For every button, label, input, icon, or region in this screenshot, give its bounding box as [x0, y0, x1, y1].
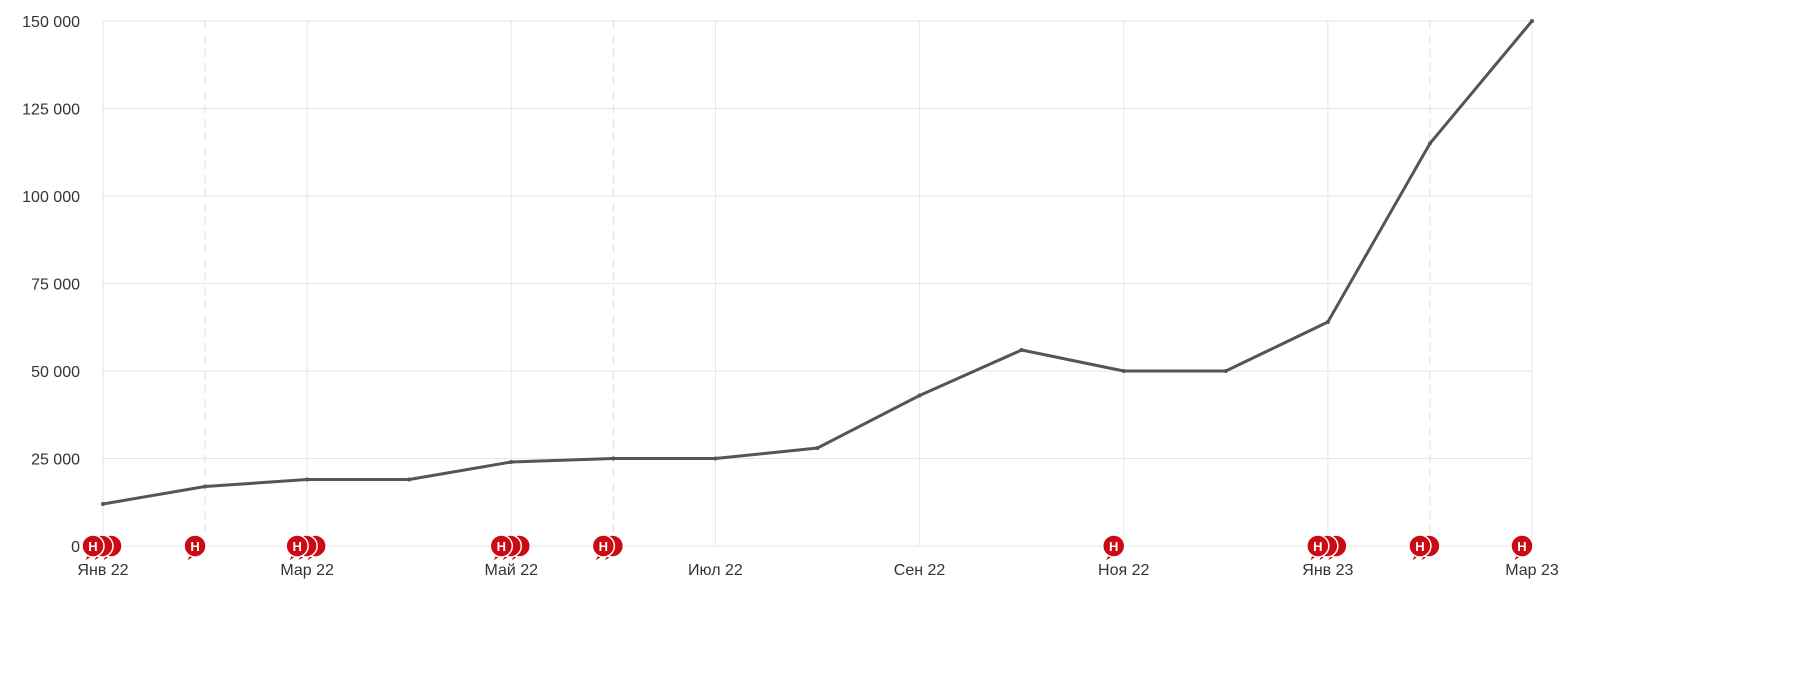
x-axis: Янв 22 Мар 22 Май 22 Июл 22 Сен 22 Ноя 22 Янв … — [77, 562, 1558, 579]
x-tick-label: Янв 22 — [77, 562, 128, 579]
bubble-letter: Н — [1415, 539, 1424, 554]
y-tick-label: 75 000 — [31, 277, 80, 294]
news-bubble-icon[interactable]: Н — [1306, 534, 1330, 564]
news-bubble-icon[interactable]: Н — [489, 534, 514, 564]
x-tick-label: Ноя 22 — [1098, 562, 1149, 579]
news-bubble-icon[interactable]: Н — [81, 534, 105, 564]
news-bubble-icon[interactable]: Н — [591, 534, 616, 564]
y-tick-label: 150 000 — [22, 14, 80, 31]
y-tick-label: 100 000 — [22, 189, 80, 206]
x-tick-label: Июл 22 — [688, 562, 743, 579]
data-point[interactable] — [203, 484, 208, 489]
bubble-body — [1510, 534, 1534, 558]
data-point[interactable] — [305, 477, 310, 482]
bubble-letter: Н — [1517, 539, 1526, 554]
data-point[interactable] — [713, 456, 718, 461]
x-tick-label: Мар 22 — [280, 562, 334, 579]
data-point[interactable] — [917, 393, 922, 398]
bubble-letter: Н — [190, 539, 199, 554]
bubble-body — [1101, 534, 1126, 558]
series-line — [101, 19, 1534, 506]
event-marker-stack[interactable]: Н — [489, 534, 532, 564]
event-marker-stack[interactable]: Н — [1101, 534, 1126, 564]
bubble-body — [489, 534, 514, 558]
data-point[interactable] — [1427, 141, 1432, 146]
bubble-letter: Н — [88, 539, 97, 554]
news-bubble-icon[interactable]: Н — [183, 534, 207, 564]
y-tick-label: 0 — [71, 539, 80, 556]
x-tick-label: Сен 22 — [894, 562, 946, 579]
data-point[interactable] — [407, 477, 412, 482]
bubble-letter: Н — [1109, 539, 1118, 554]
data-point[interactable] — [1530, 19, 1534, 23]
y-axis: 0 25 000 50 000 75 000 100 000 125 000 150 000 — [22, 14, 80, 556]
data-point[interactable] — [101, 502, 105, 506]
data-point[interactable] — [1121, 369, 1126, 373]
y-tick-label: 125 000 — [22, 102, 80, 119]
bubble-body — [81, 534, 105, 558]
data-point[interactable] — [509, 460, 514, 464]
event-marker-stack[interactable]: Н — [183, 534, 207, 564]
x-tick-label: Янв 23 — [1302, 562, 1353, 579]
event-marker-stack[interactable]: Н — [1408, 534, 1441, 564]
data-point[interactable] — [1019, 348, 1024, 352]
y-tick-label: 50 000 — [31, 364, 80, 381]
data-point[interactable] — [611, 456, 616, 461]
news-bubble-icon[interactable]: Н — [1408, 534, 1432, 564]
data-point[interactable] — [1325, 320, 1330, 324]
news-bubble-icon[interactable]: Н — [285, 534, 309, 564]
bubble-body — [285, 534, 309, 558]
event-marker-stack[interactable]: Н — [1306, 534, 1348, 564]
bubble-letter: Н — [1313, 539, 1322, 554]
news-bubble-icon[interactable]: Н — [1101, 534, 1126, 564]
data-point[interactable] — [1223, 369, 1228, 373]
bubble-letter: Н — [599, 539, 608, 554]
event-marker-stack[interactable]: Н — [591, 534, 625, 564]
bubble-body — [591, 534, 616, 558]
y-tick-label: 25 000 — [31, 452, 80, 469]
x-tick-label: Май 22 — [484, 562, 538, 579]
bubble-body — [1306, 534, 1330, 558]
data-point[interactable] — [815, 446, 820, 450]
event-marker-stack[interactable]: Н — [1510, 534, 1534, 564]
event-marker-stack[interactable]: Н — [285, 534, 327, 564]
bubble-body — [183, 534, 207, 558]
news-bubble-icon[interactable]: Н — [1510, 534, 1534, 564]
event-marker-stack[interactable]: Н — [81, 534, 123, 564]
bubble-letter: Н — [497, 539, 506, 554]
bubble-letter: Н — [292, 539, 301, 554]
x-tick-label: Мар 23 — [1505, 562, 1559, 579]
series-layer — [101, 19, 1534, 506]
grid-layer — [102, 20, 1533, 547]
bubble-body — [1408, 534, 1432, 558]
